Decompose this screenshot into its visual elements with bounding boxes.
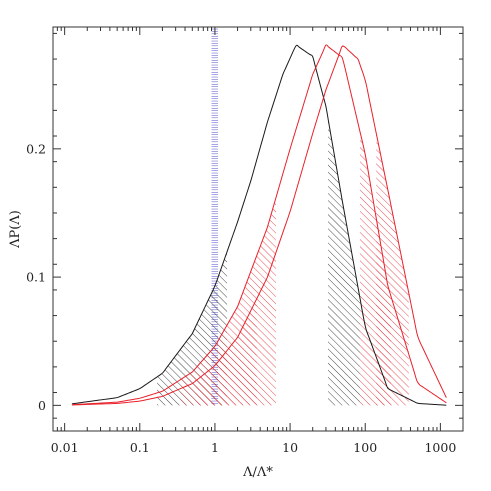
x-axis-label: Λ/Λ* <box>242 465 273 480</box>
x-tick-label: 1000 <box>424 440 456 455</box>
y-tick-label: 0 <box>38 398 46 413</box>
curve-red-1 <box>71 44 447 406</box>
curve-black-0 <box>71 44 447 406</box>
x-tick-label: 100 <box>353 440 377 455</box>
curve-red-2 <box>71 45 447 406</box>
blue-band <box>211 27 219 406</box>
plot-frame <box>52 26 464 432</box>
hatched-regions <box>157 27 409 406</box>
x-tick-label: 10 <box>282 440 298 455</box>
curves <box>71 44 447 406</box>
x-tick-label: 1 <box>211 440 219 455</box>
y-axis-label: ΛP(Λ) <box>8 210 23 249</box>
hatched-region-black-0-high <box>328 118 360 406</box>
y-tick-label: 0.2 <box>26 141 46 156</box>
hatched-region-red-2-high <box>376 133 409 406</box>
x-tick-label: 0.1 <box>130 440 150 455</box>
axis-ticks <box>53 27 463 431</box>
x-tick-label: 0.01 <box>51 440 79 455</box>
tick-labels: 0.01 0.1 1 10 100 1000 0 0.1 0.2 <box>26 141 456 455</box>
y-tick-label: 0.1 <box>26 270 46 285</box>
